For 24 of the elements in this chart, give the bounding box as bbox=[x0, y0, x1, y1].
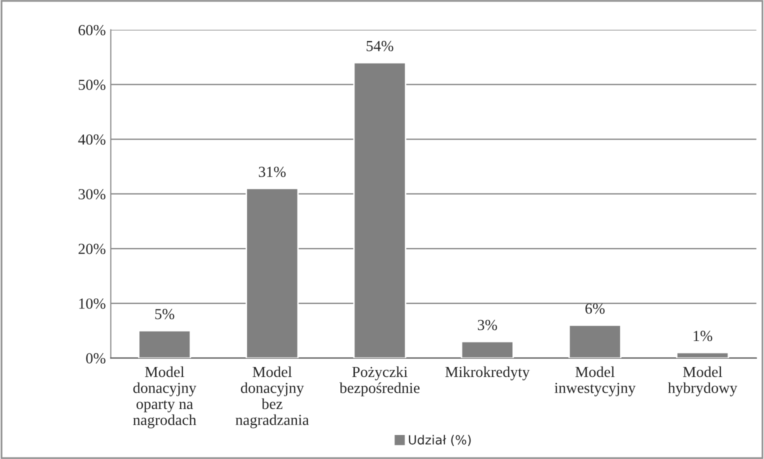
text: 54% bbox=[366, 40, 394, 52]
x-tick-label: Model hybrydowy bbox=[668, 366, 738, 396]
y-tick-label: 50% bbox=[78, 80, 106, 90]
y-tick-label: 10% bbox=[79, 298, 106, 309]
text: 5% bbox=[155, 308, 174, 320]
bar bbox=[460, 340, 514, 358]
bar bbox=[568, 324, 622, 358]
x-tick-label: Model donacyjny bez nagradzania bbox=[236, 366, 309, 428]
bar bbox=[138, 330, 192, 358]
y-tick-label: 30% bbox=[78, 189, 106, 200]
x-tick-label: Pożyczki bezpośrednie bbox=[339, 366, 420, 396]
x-tick-label: Model inwestycyjny bbox=[554, 366, 636, 396]
text: 6% bbox=[585, 303, 605, 314]
y-tick-label: 40% bbox=[78, 134, 106, 145]
text: 3% bbox=[478, 320, 498, 330]
text: 31% bbox=[258, 166, 286, 178]
bar bbox=[676, 352, 730, 358]
legend-label: Udział (%) bbox=[408, 434, 471, 446]
y-tick-label: 20% bbox=[78, 244, 106, 254]
y-tick-label: 0% bbox=[86, 353, 106, 364]
x-tick-label: Mikrokredyty bbox=[445, 366, 530, 380]
y-tick-label: 60% bbox=[78, 24, 106, 36]
text: 1% bbox=[694, 330, 712, 342]
x-tick-label: Model donacyjny oparty na nagrodach bbox=[133, 366, 196, 428]
